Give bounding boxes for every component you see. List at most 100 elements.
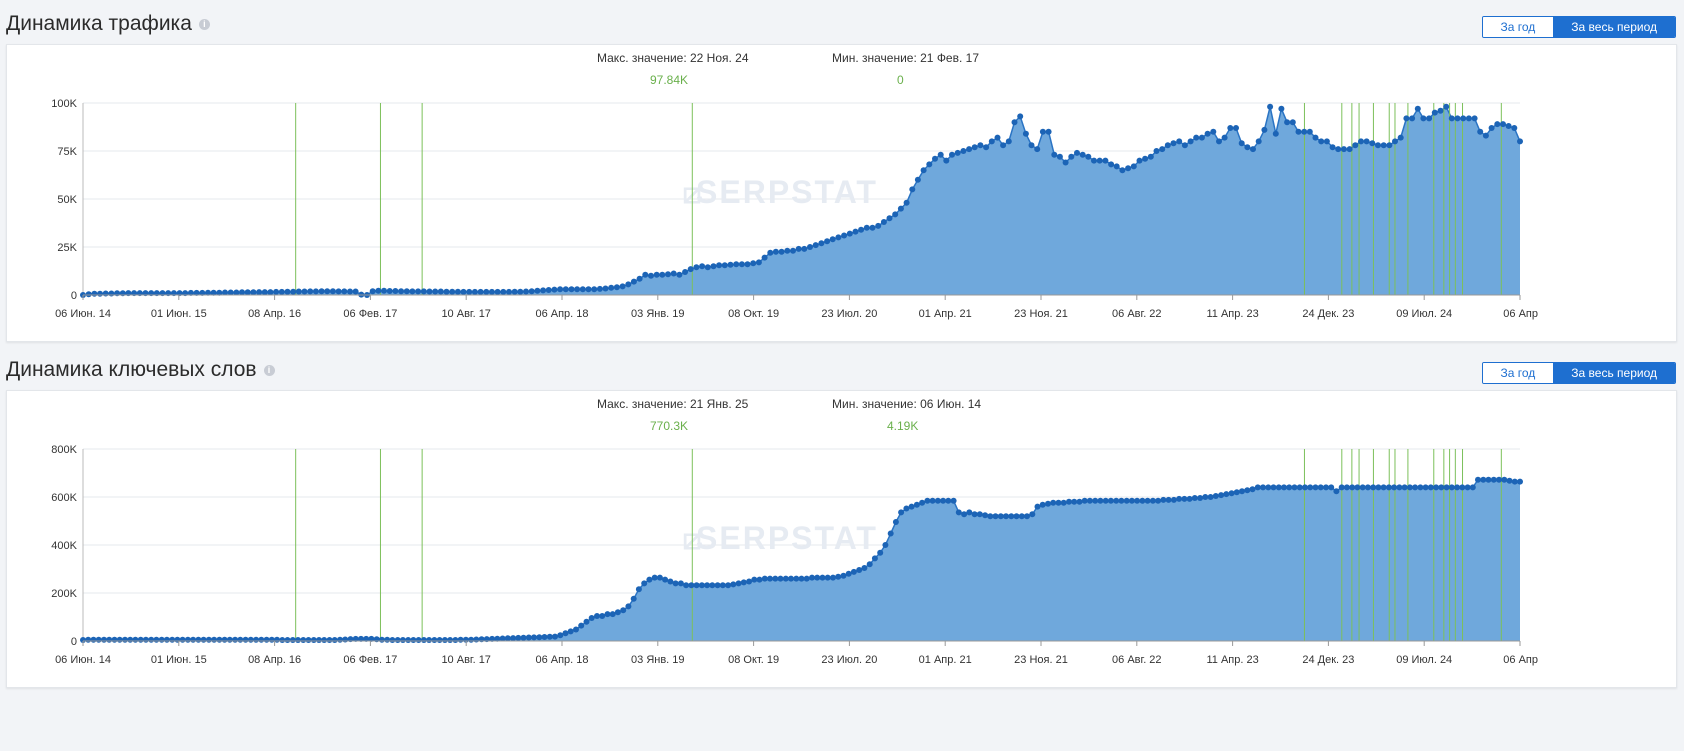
data-point [551,286,558,293]
all-period-button[interactable]: За весь период [1553,363,1675,383]
data-point [369,288,376,295]
data-point [1403,115,1410,122]
data-point [619,283,626,290]
data-point [1409,115,1416,122]
data-point [221,636,228,643]
data-point [352,635,359,642]
data-point [646,576,653,583]
info-icon[interactable]: i [198,18,210,30]
data-point [1482,132,1489,139]
data-point [1335,146,1342,153]
year-button[interactable]: За год [1482,363,1554,383]
data-point [256,289,263,296]
data-point [541,634,548,640]
x-tick-label: 01 Июн. 15 [151,654,207,666]
y-tick-label: 0 [71,636,77,648]
data-point [1364,484,1371,491]
y-tick-label: 600K [51,492,77,504]
data-point [716,262,723,269]
all-period-button[interactable]: За весь период [1553,17,1675,37]
data-point [1250,146,1256,153]
data-point [746,578,753,585]
data-point [1239,488,1245,495]
data-point [1216,138,1222,145]
data-point [850,568,857,575]
data-point [250,289,257,296]
data-point [517,288,524,295]
data-point [653,271,660,278]
data-point [153,636,160,643]
data-point [1490,476,1497,483]
data-point [913,501,920,508]
data-point [1380,142,1387,149]
data-point [477,288,484,295]
data-point [101,636,107,643]
data-point [316,637,322,643]
data-point [977,142,984,149]
data-point [510,635,517,642]
x-tick-label: 10 Авг. 17 [441,308,491,320]
data-point [226,636,233,643]
data-point [676,271,683,278]
data-point [163,636,170,643]
data-point [1496,476,1502,483]
info-icon[interactable]: i [263,364,275,376]
data-point [677,580,684,587]
data-point [1223,491,1230,498]
data-point [1181,495,1188,502]
data-point [307,288,314,295]
data-point [819,574,826,581]
data-point [903,505,910,512]
data-point [289,637,296,643]
data-point [300,637,307,643]
data-point [525,634,532,641]
data-point [1469,484,1476,491]
data-point [342,636,349,643]
data-point [744,261,751,268]
data-point [267,289,274,296]
x-tick-label: 06 Авг. 22 [1112,308,1162,320]
data-point [1076,498,1083,505]
data-point [982,512,989,519]
data-point [1097,497,1104,504]
data-point [788,575,794,582]
data-point [1139,497,1146,504]
data-point [1328,484,1335,491]
data-point [1011,119,1018,126]
y-tick-label: 100K [51,98,77,110]
x-tick-label: 03 Янв. 19 [631,308,685,320]
data-point [579,286,586,293]
data-point [858,226,865,233]
data-point [801,245,808,252]
data-point [1227,125,1234,131]
data-point [856,567,863,573]
data-point [1359,484,1366,491]
data-point [992,513,999,520]
max-value-label: Макс. значение: 21 Янв. 25 [597,397,749,411]
data-point [920,167,927,174]
data-point [767,249,774,256]
data-point [1363,138,1370,145]
data-point [1000,142,1007,149]
data-point [426,637,433,643]
data-point [1176,138,1183,145]
data-point [599,613,606,619]
data-point [919,499,926,506]
data-point [997,513,1004,520]
data-point [1068,153,1075,160]
data-point [949,151,955,158]
data-point [1056,153,1063,160]
data-point [415,637,422,643]
data-point [594,613,600,619]
data-point [585,286,592,293]
year-button[interactable]: За год [1482,17,1554,37]
data-point [1123,497,1130,504]
data-point [809,574,815,581]
data-point [187,289,194,296]
data-point [1039,128,1046,135]
data-point [648,272,654,279]
x-tick-label: 24 Дек. 23 [1302,654,1354,666]
data-point [588,615,595,621]
data-point [778,248,785,255]
data-point [205,289,211,296]
